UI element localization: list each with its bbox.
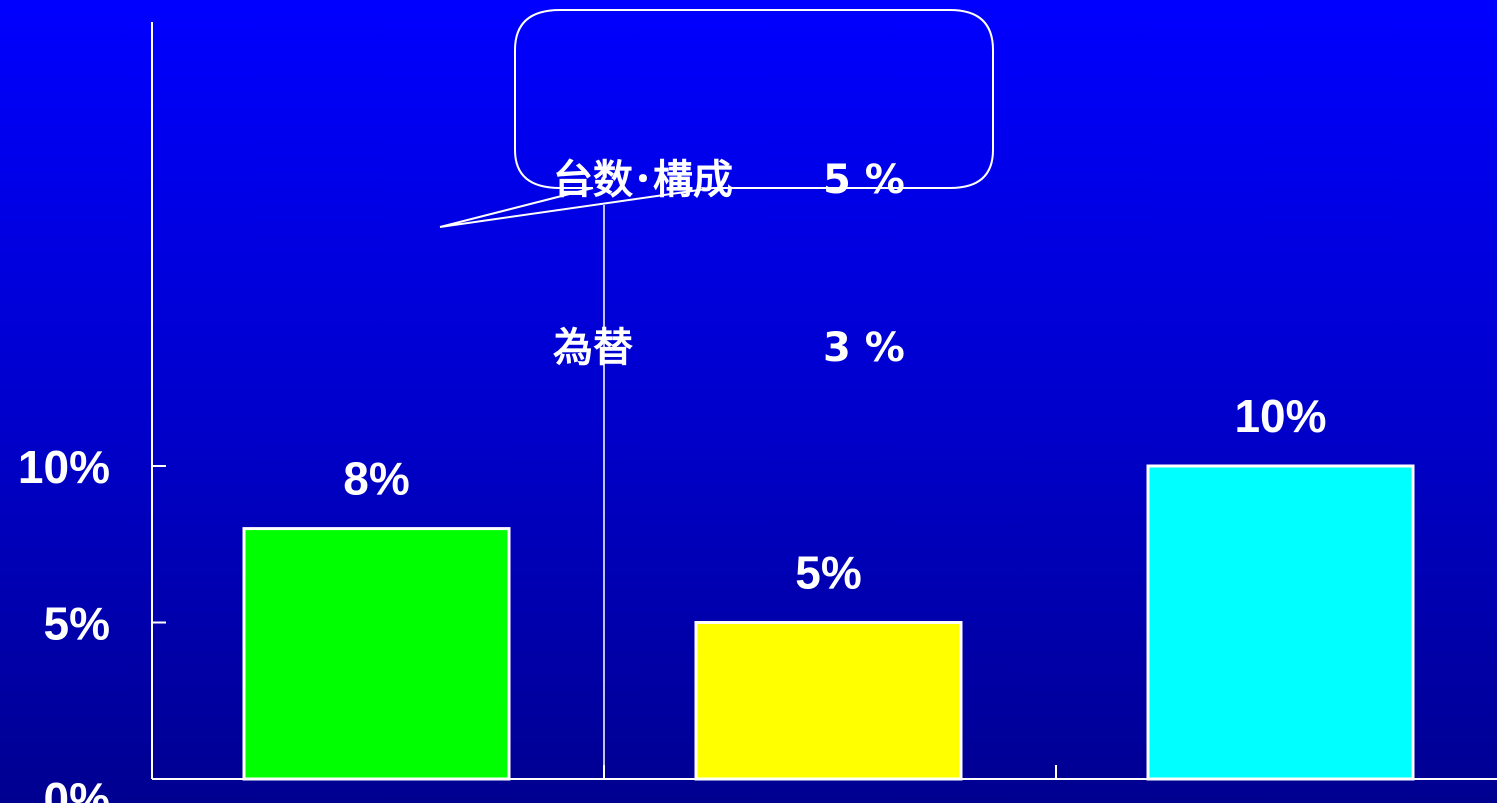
y-tick-labels: 0% 5% 10% [18,441,110,803]
callout-value-units: 5 % [823,157,905,203]
callout-label-fx: 為替 [553,325,633,371]
callout-row-units: 台数･構成 5 % [553,152,905,208]
y-tick-label: 0% [44,773,110,803]
bar-value-label: 5% [795,547,861,599]
bar-value-label: 10% [1234,390,1326,442]
callout-value-fx: 3 % [823,325,905,371]
y-tick-label: 10% [18,441,110,493]
bar [694,621,963,781]
bar [242,527,511,781]
bar [1146,464,1415,781]
bar-value-label: 8% [343,453,409,505]
callout-label-units: 台数･構成 [553,157,733,203]
y-tick-label: 5% [44,598,110,650]
bars [242,464,1415,781]
data-labels: 8% 5% 10% [343,390,1326,599]
callout-text: 台数･構成 5 % 為替 3 % [553,40,905,488]
callout-bubble [439,9,994,228]
callout-row-fx: 為替 3 % [553,320,905,376]
